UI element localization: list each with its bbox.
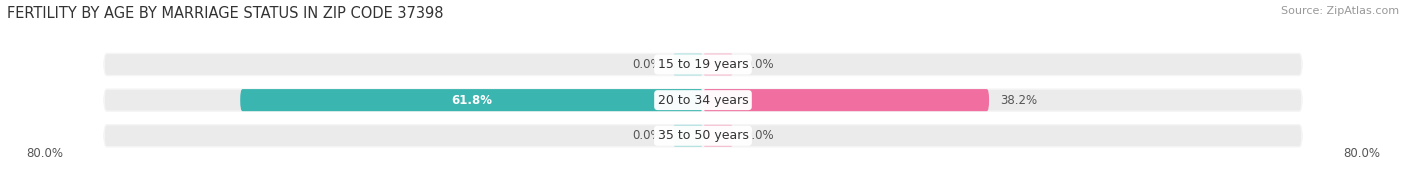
FancyBboxPatch shape	[703, 125, 733, 147]
Text: FERTILITY BY AGE BY MARRIAGE STATUS IN ZIP CODE 37398: FERTILITY BY AGE BY MARRIAGE STATUS IN Z…	[7, 6, 443, 21]
Text: 15 to 19 years: 15 to 19 years	[658, 58, 748, 71]
FancyBboxPatch shape	[104, 54, 1302, 75]
FancyBboxPatch shape	[703, 89, 988, 111]
Text: 0.0%: 0.0%	[633, 129, 662, 142]
Text: 0.0%: 0.0%	[744, 129, 773, 142]
FancyBboxPatch shape	[240, 89, 703, 111]
Text: 0.0%: 0.0%	[633, 58, 662, 71]
FancyBboxPatch shape	[104, 125, 1302, 147]
Text: 0.0%: 0.0%	[744, 58, 773, 71]
FancyBboxPatch shape	[673, 125, 703, 147]
FancyBboxPatch shape	[104, 89, 1302, 111]
Text: Source: ZipAtlas.com: Source: ZipAtlas.com	[1281, 6, 1399, 16]
Text: 20 to 34 years: 20 to 34 years	[658, 94, 748, 107]
Text: 38.2%: 38.2%	[1000, 94, 1038, 107]
Text: 80.0%: 80.0%	[1343, 147, 1379, 160]
Text: 35 to 50 years: 35 to 50 years	[658, 129, 748, 142]
FancyBboxPatch shape	[673, 54, 703, 75]
FancyBboxPatch shape	[703, 54, 733, 75]
Text: 80.0%: 80.0%	[27, 147, 63, 160]
Text: 61.8%: 61.8%	[451, 94, 492, 107]
